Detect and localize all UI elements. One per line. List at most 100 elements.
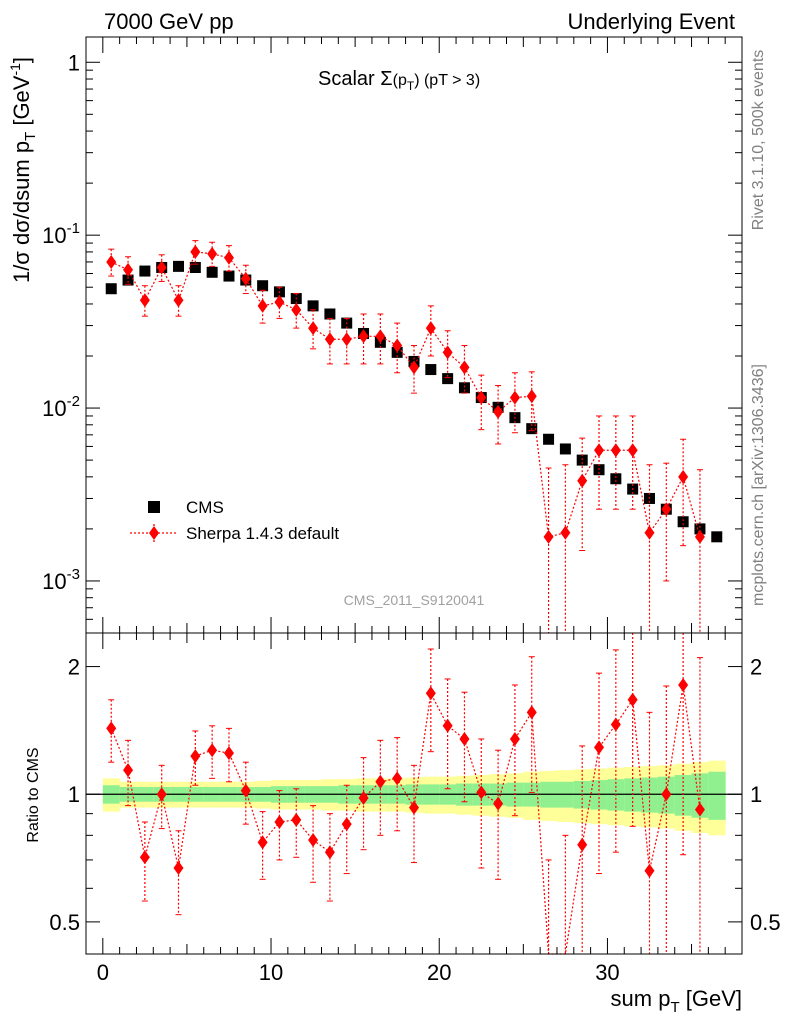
rivet-label: Rivet 3.1.10, 500k events <box>750 50 767 231</box>
cms-point <box>677 516 689 528</box>
sherpa-point <box>139 293 150 308</box>
sherpa-point <box>375 329 386 344</box>
cms-point <box>442 373 454 385</box>
main-marks <box>105 240 723 634</box>
sherpa-point <box>156 260 167 275</box>
sherpa-ratio-point <box>509 731 520 746</box>
ratio-band-inner <box>674 775 693 816</box>
x-axis-label-sub: T <box>670 999 679 1016</box>
legend-cms-label: CMS <box>186 498 224 517</box>
sherpa-ratio-point <box>577 837 588 852</box>
plot-title-open: (p <box>393 72 407 89</box>
sherpa-point <box>694 529 705 544</box>
ratio-frame <box>85 632 743 955</box>
main-y-tick-label: 10-2 <box>42 393 80 421</box>
main-ylabel-unit-sup: -1 <box>7 63 23 76</box>
main-ylabel-prefix: 1/σ dσ/dsum p <box>9 141 34 283</box>
ratio-y-tick-label-right: 1 <box>750 782 762 807</box>
sherpa-ratio-point <box>106 721 117 736</box>
sherpa-ratio-point <box>358 790 369 805</box>
sherpa-point <box>190 244 201 259</box>
sherpa-point <box>425 321 436 336</box>
main-y-tick-label: 10-1 <box>42 220 80 248</box>
x-axis-label-suffix: [GeV] <box>680 986 742 1011</box>
sherpa-ratio-point <box>123 763 134 778</box>
sherpa-point <box>207 246 218 261</box>
sherpa-point <box>173 293 184 308</box>
sherpa-point <box>358 329 369 344</box>
sherpa-ratio-point <box>661 787 672 802</box>
sherpa-point <box>661 502 672 517</box>
cms-point <box>206 266 218 278</box>
cms-point <box>610 473 622 485</box>
sherpa-point <box>106 254 117 269</box>
sherpa-point <box>509 390 520 405</box>
ratio-axes: 0 10 20 30 0.5 0.5 1 1 2 2 <box>49 633 781 985</box>
ratio-panel: 0 10 20 30 0.5 0.5 1 1 2 2 Ratio to CMS <box>25 632 781 985</box>
main-ylabel-unit-close: ] <box>9 57 34 63</box>
cms-point <box>425 364 437 376</box>
ratio-y-tick-label-left: 2 <box>68 655 80 680</box>
main-y-tick-label: 10-3 <box>42 566 80 594</box>
sherpa-ratio-point <box>409 800 419 815</box>
sherpa-ratio-point <box>526 705 537 720</box>
sherpa-ratio-point <box>627 692 638 707</box>
sherpa-ratio-point <box>375 774 386 789</box>
legend-cms-marker <box>148 501 160 513</box>
sherpa-point <box>560 525 571 540</box>
cms-point <box>324 308 336 320</box>
sherpa-point <box>392 338 403 353</box>
sherpa-point <box>324 332 335 347</box>
main-y-tick-label: 1 <box>68 50 80 75</box>
ratio-y-tick-label-left: 0.5 <box>49 910 80 935</box>
sherpa-point <box>341 332 352 347</box>
cms-point <box>711 531 723 543</box>
main-frame <box>85 36 743 634</box>
cms-point <box>139 265 151 277</box>
sherpa-ratio-point <box>190 749 201 764</box>
cms-point <box>559 443 571 455</box>
sherpa-ratio-point <box>156 787 167 802</box>
sherpa-point <box>291 302 302 317</box>
sherpa-ratio-point <box>173 860 184 875</box>
sherpa-ratio-point <box>678 677 689 692</box>
sherpa-point <box>644 525 655 540</box>
x-tick-label: 30 <box>595 960 619 985</box>
sherpa-ratio-point <box>610 717 621 732</box>
ratio-y-tick-label-left: 1 <box>68 782 80 807</box>
sherpa-ratio-point <box>594 740 605 755</box>
header-right: Underlying Event <box>567 9 735 34</box>
main-panel: 10-310-210-11 Scalar Σ(pT) (pT > 3) CMS_… <box>7 36 743 634</box>
cms-point <box>694 523 706 535</box>
sherpa-point <box>274 295 285 310</box>
sherpa-ratio-point <box>694 802 705 817</box>
main-ylabel: 1/σ dσ/dsum pT [GeV-1] <box>7 57 39 283</box>
cms-point <box>458 382 470 394</box>
sherpa-point <box>476 390 487 405</box>
cms-point <box>122 274 134 286</box>
cms-point <box>189 262 201 274</box>
plot-title: Scalar Σ(pT) (pT > 3) <box>318 68 480 93</box>
sherpa-ratio-point <box>257 835 268 850</box>
plot-title-close: ) <box>414 72 419 89</box>
sherpa-ratio-point <box>392 771 403 786</box>
sherpa-point <box>678 469 689 484</box>
sherpa-ratio-point <box>274 815 285 830</box>
plot-title-prefix: Scalar <box>318 68 380 90</box>
x-axis-label-prefix: sum p <box>611 986 671 1011</box>
sherpa-ratio-point <box>240 783 251 798</box>
sherpa-ratio-point <box>308 832 319 847</box>
ratio-ylabel: Ratio to CMS <box>25 747 42 842</box>
legend-mc-label: Sherpa 1.4.3 default <box>186 524 339 543</box>
plot-title-sigma: Σ <box>380 68 392 90</box>
main-ylabel-unit-open: [GeV <box>9 75 34 132</box>
sherpa-ratio-point <box>442 718 453 733</box>
sherpa-ratio-point <box>139 850 150 865</box>
sherpa-ratio-point <box>644 863 655 878</box>
cms-point <box>543 433 555 445</box>
sherpa-point <box>493 404 504 419</box>
sherpa-point <box>627 443 638 458</box>
x-tick-label: 10 <box>259 960 283 985</box>
sherpa-ratio-point <box>341 817 352 832</box>
